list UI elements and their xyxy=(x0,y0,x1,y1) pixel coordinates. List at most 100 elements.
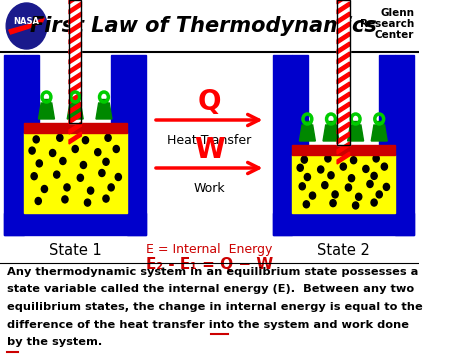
Bar xyxy=(304,121,311,127)
Text: state variable called the internal energy (E).  Between any two: state variable called the internal energ… xyxy=(7,284,414,295)
Bar xyxy=(72,99,79,105)
Circle shape xyxy=(332,191,338,198)
Circle shape xyxy=(36,160,42,167)
Circle shape xyxy=(113,146,119,153)
Circle shape xyxy=(367,180,373,187)
Polygon shape xyxy=(337,112,349,124)
Polygon shape xyxy=(337,12,349,24)
Text: Work: Work xyxy=(193,182,225,195)
Circle shape xyxy=(64,184,70,191)
Circle shape xyxy=(35,197,41,204)
Polygon shape xyxy=(323,125,339,141)
Bar xyxy=(273,55,292,235)
Text: equilibrium states, the change in internal energy is equal to the: equilibrium states, the change in intern… xyxy=(7,302,423,312)
Circle shape xyxy=(62,196,68,203)
Polygon shape xyxy=(38,103,55,119)
Circle shape xyxy=(350,157,356,164)
Circle shape xyxy=(363,165,369,173)
Circle shape xyxy=(99,169,105,176)
Bar xyxy=(337,0,349,145)
Bar xyxy=(43,99,50,105)
Text: Glenn: Glenn xyxy=(380,8,414,18)
Circle shape xyxy=(82,137,89,144)
Bar xyxy=(395,55,414,235)
Circle shape xyxy=(299,183,305,190)
Bar xyxy=(292,155,395,213)
Bar xyxy=(111,55,127,123)
Circle shape xyxy=(381,163,387,170)
Bar xyxy=(100,99,108,105)
Polygon shape xyxy=(337,82,349,94)
Circle shape xyxy=(6,3,47,49)
Circle shape xyxy=(72,146,78,153)
Text: NASA: NASA xyxy=(14,16,39,26)
Polygon shape xyxy=(300,125,315,141)
Circle shape xyxy=(346,184,352,191)
Circle shape xyxy=(371,173,377,179)
Polygon shape xyxy=(337,142,349,154)
Polygon shape xyxy=(69,122,82,134)
Bar xyxy=(69,0,82,123)
Text: First Law of Thermodynamics: First Law of Thermodynamics xyxy=(30,16,377,36)
Polygon shape xyxy=(69,22,82,34)
Polygon shape xyxy=(67,103,83,119)
Circle shape xyxy=(328,172,334,179)
Text: E₂ - E₁ = Q − W: E₂ - E₁ = Q − W xyxy=(146,257,273,272)
Bar xyxy=(24,123,127,133)
Bar xyxy=(273,213,414,235)
Bar xyxy=(0,0,419,52)
Circle shape xyxy=(325,155,331,162)
Circle shape xyxy=(371,199,377,206)
Bar xyxy=(24,55,39,123)
Bar xyxy=(376,121,383,127)
Polygon shape xyxy=(337,32,349,44)
Polygon shape xyxy=(337,92,349,104)
Polygon shape xyxy=(69,82,82,94)
Polygon shape xyxy=(69,112,82,124)
Circle shape xyxy=(77,174,83,181)
Bar xyxy=(4,55,24,235)
Polygon shape xyxy=(337,72,349,84)
Polygon shape xyxy=(337,52,349,64)
Polygon shape xyxy=(69,132,82,144)
Polygon shape xyxy=(69,42,82,54)
Text: Center: Center xyxy=(375,30,414,40)
Circle shape xyxy=(353,202,359,209)
Polygon shape xyxy=(69,52,82,64)
Circle shape xyxy=(376,191,383,198)
Circle shape xyxy=(310,192,316,199)
Polygon shape xyxy=(337,42,349,54)
Text: by the system.: by the system. xyxy=(7,337,102,347)
Polygon shape xyxy=(337,152,349,164)
Bar xyxy=(379,55,395,145)
Text: E = Internal  Energy: E = Internal Energy xyxy=(146,243,273,256)
Text: Research: Research xyxy=(360,19,414,29)
Circle shape xyxy=(348,175,355,182)
Polygon shape xyxy=(347,125,364,141)
Circle shape xyxy=(301,156,308,163)
Polygon shape xyxy=(69,72,82,84)
Circle shape xyxy=(108,184,114,191)
Circle shape xyxy=(95,149,101,156)
Polygon shape xyxy=(69,102,82,114)
Polygon shape xyxy=(69,12,82,24)
Polygon shape xyxy=(337,122,349,134)
Circle shape xyxy=(54,171,60,178)
Polygon shape xyxy=(69,62,82,74)
Polygon shape xyxy=(371,125,387,141)
Circle shape xyxy=(340,163,346,170)
Circle shape xyxy=(33,136,39,143)
Text: Any thermodynamic system in an equilibrium state possesses a: Any thermodynamic system in an equilibri… xyxy=(7,267,419,277)
Circle shape xyxy=(115,174,121,180)
Bar xyxy=(292,55,308,145)
Bar xyxy=(337,0,349,145)
Polygon shape xyxy=(337,0,349,4)
Circle shape xyxy=(304,174,310,181)
Circle shape xyxy=(60,158,66,164)
Circle shape xyxy=(297,164,303,171)
Circle shape xyxy=(103,158,109,165)
Polygon shape xyxy=(337,62,349,74)
Bar xyxy=(24,133,127,213)
Circle shape xyxy=(322,182,328,189)
Circle shape xyxy=(57,134,63,141)
